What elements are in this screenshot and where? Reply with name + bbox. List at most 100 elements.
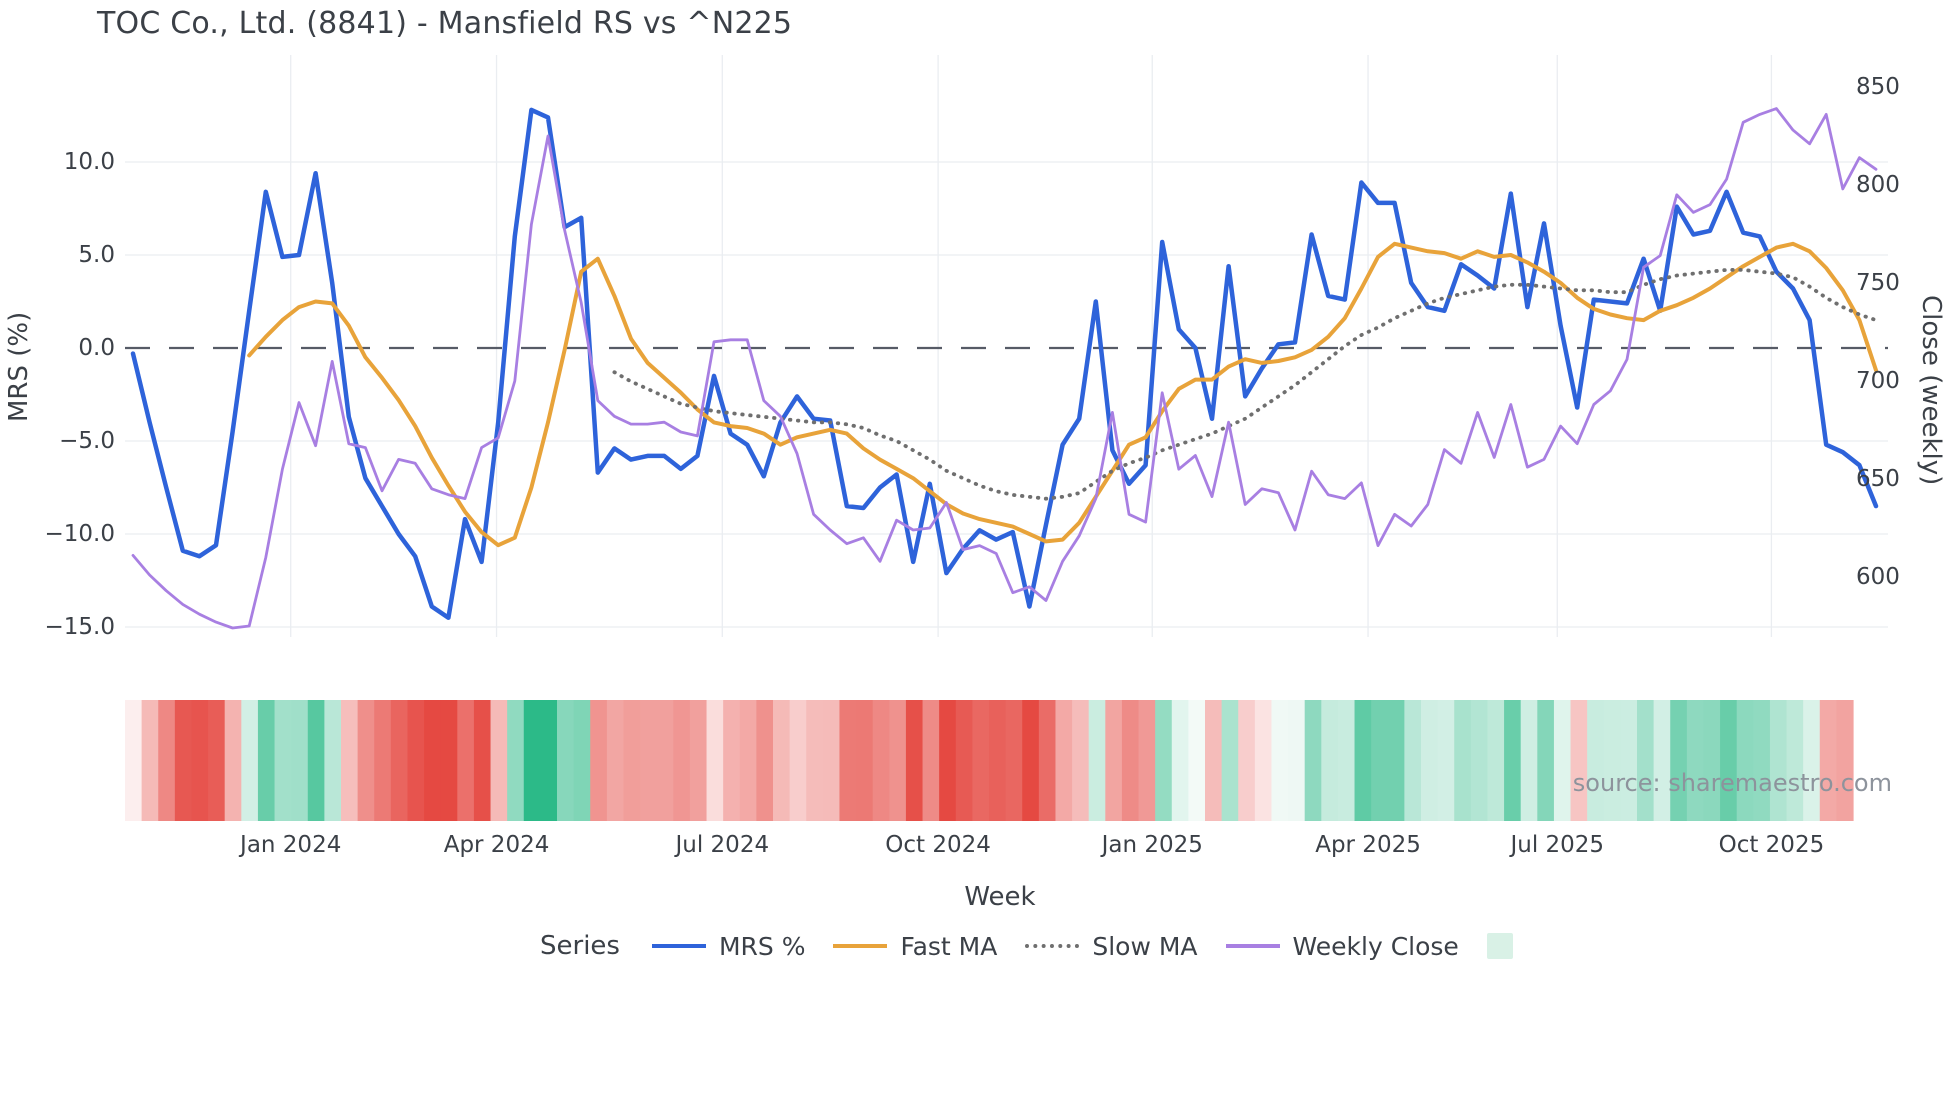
series-line-fast-ma bbox=[247, 241, 1878, 548]
y-axis-tick-left: −15.0 bbox=[44, 614, 115, 640]
heatmap-cell bbox=[523, 700, 541, 821]
heatmap-cell bbox=[1570, 700, 1588, 821]
heatmap-cell bbox=[473, 700, 492, 821]
heatmap-cell bbox=[291, 700, 309, 821]
heatmap-cell bbox=[507, 700, 525, 821]
x-axis-tick: Oct 2025 bbox=[1718, 832, 1825, 858]
legend-swatch-icon bbox=[1225, 944, 1280, 948]
heatmap-cell bbox=[1637, 700, 1655, 821]
heatmap-cell bbox=[274, 700, 292, 821]
heatmap-cell bbox=[1686, 700, 1705, 821]
heatmap-cell bbox=[1088, 700, 1106, 821]
series-line-mrs bbox=[130, 107, 1879, 620]
heatmap-cell bbox=[1155, 700, 1173, 821]
legend-swatch-icon bbox=[833, 944, 888, 948]
legend-item-mrs[interactable]: MRS % bbox=[651, 932, 805, 961]
heatmap-cell bbox=[922, 700, 940, 821]
heatmap-cell bbox=[174, 700, 193, 821]
heatmap-cell bbox=[889, 700, 907, 821]
heatmap-cell bbox=[955, 700, 973, 821]
heatmap-cell bbox=[989, 700, 1007, 821]
heatmap-cell bbox=[1670, 700, 1688, 821]
x-axis-tick: Jul 2025 bbox=[1510, 832, 1605, 858]
heatmap-cell bbox=[1371, 700, 1389, 821]
heatmap-cell bbox=[407, 700, 425, 821]
heatmap-cell bbox=[789, 700, 807, 821]
heatmap-cell bbox=[1337, 700, 1356, 821]
heatmap-cell bbox=[1404, 700, 1422, 821]
heatmap-cell bbox=[573, 700, 591, 821]
heatmap-cell bbox=[1205, 700, 1223, 821]
heatmap-cell bbox=[1421, 700, 1439, 821]
legend-item-slow-ma[interactable]: Slow MA bbox=[1025, 931, 1198, 961]
heatmap-cell bbox=[257, 700, 276, 821]
legend-heatmap-swatch[interactable] bbox=[1486, 933, 1513, 959]
heatmap-cell bbox=[1703, 700, 1721, 821]
heatmap-cell bbox=[440, 700, 458, 821]
heatmap-cell bbox=[1288, 700, 1306, 821]
heatmap-cell bbox=[1437, 700, 1455, 821]
legend-item-weekly-close[interactable]: Weekly Close bbox=[1225, 932, 1459, 961]
heatmap-cell bbox=[1321, 700, 1339, 821]
heatmap-cell bbox=[939, 700, 957, 821]
heatmap-cell bbox=[1304, 700, 1322, 821]
heatmap-cell bbox=[706, 700, 724, 821]
heatmap-cell bbox=[1653, 700, 1671, 821]
heatmap-cell bbox=[606, 700, 625, 821]
x-axis-tick: Oct 2024 bbox=[885, 832, 991, 858]
heatmap-cell bbox=[1736, 700, 1754, 821]
legend-title: Series bbox=[540, 931, 620, 961]
y-axis-tick-right: 650 bbox=[1856, 466, 1900, 492]
y-axis-tick-right: 750 bbox=[1856, 270, 1900, 296]
heatmap-cell bbox=[1819, 700, 1837, 821]
y-axis-tick-right: 800 bbox=[1856, 172, 1900, 198]
heatmap-cell bbox=[1620, 700, 1638, 821]
heatmap-cell bbox=[324, 700, 342, 821]
heatmap-cell bbox=[1786, 700, 1804, 821]
heatmap-cell bbox=[1470, 700, 1489, 821]
heatmap-cell bbox=[673, 700, 691, 821]
heatmap-cell bbox=[756, 700, 774, 821]
heatmap-cell bbox=[241, 700, 259, 821]
heatmap-cell bbox=[1121, 700, 1140, 821]
x-axis-tick: Jul 2024 bbox=[675, 832, 770, 858]
y-axis-label-right: Close (weekly) bbox=[1916, 294, 1946, 486]
y-axis-tick-right: 700 bbox=[1856, 368, 1900, 394]
heatmap-cell bbox=[1188, 700, 1206, 821]
heatmap-cell bbox=[1387, 700, 1405, 821]
heatmap-cell bbox=[1254, 700, 1273, 821]
heatmap-cell bbox=[457, 700, 475, 821]
heatmap-cell bbox=[1055, 700, 1073, 821]
heatmap-cell bbox=[640, 700, 658, 821]
x-axis-tick: Apr 2024 bbox=[443, 832, 550, 858]
heatmap-cell bbox=[1836, 700, 1854, 821]
heatmap-cell bbox=[224, 700, 242, 821]
heatmap-cell bbox=[972, 700, 990, 821]
heatmap-cell bbox=[1072, 700, 1090, 821]
legend-item-fast-ma[interactable]: Fast MA bbox=[833, 932, 997, 961]
heatmap-cell bbox=[1520, 700, 1538, 821]
legend-item-label: Slow MA bbox=[1092, 931, 1198, 961]
source-credit: source: sharemaestro.com bbox=[1572, 769, 1892, 797]
heatmap-cell bbox=[1753, 700, 1771, 821]
chart-title: TOC Co., Ltd. (8841) - Mansfield RS vs ^… bbox=[97, 6, 793, 41]
x-axis-tick: Jan 2025 bbox=[1101, 832, 1203, 858]
heatmap-cell bbox=[1138, 700, 1156, 821]
heatmap-cell bbox=[557, 700, 575, 821]
y-axis-tick-left: −5.0 bbox=[59, 428, 115, 454]
heatmap-cell bbox=[739, 700, 757, 821]
heatmap-cell bbox=[1171, 700, 1189, 821]
x-axis-tick: Jan 2024 bbox=[240, 832, 342, 858]
y-axis-tick-right: 600 bbox=[1856, 564, 1900, 590]
heatmap-cell bbox=[1587, 700, 1605, 821]
y-axis-tick-left: 5.0 bbox=[78, 242, 115, 268]
heatmap-cell bbox=[158, 700, 176, 821]
heatmap-cell bbox=[1271, 700, 1289, 821]
legend-swatch-icon bbox=[651, 944, 706, 948]
heatmap-cell bbox=[208, 700, 226, 821]
heatmap-cell bbox=[1354, 700, 1372, 821]
heatmap-cell bbox=[839, 700, 857, 821]
x-axis-label: Week bbox=[964, 882, 1036, 912]
heatmap-cell bbox=[872, 700, 890, 821]
